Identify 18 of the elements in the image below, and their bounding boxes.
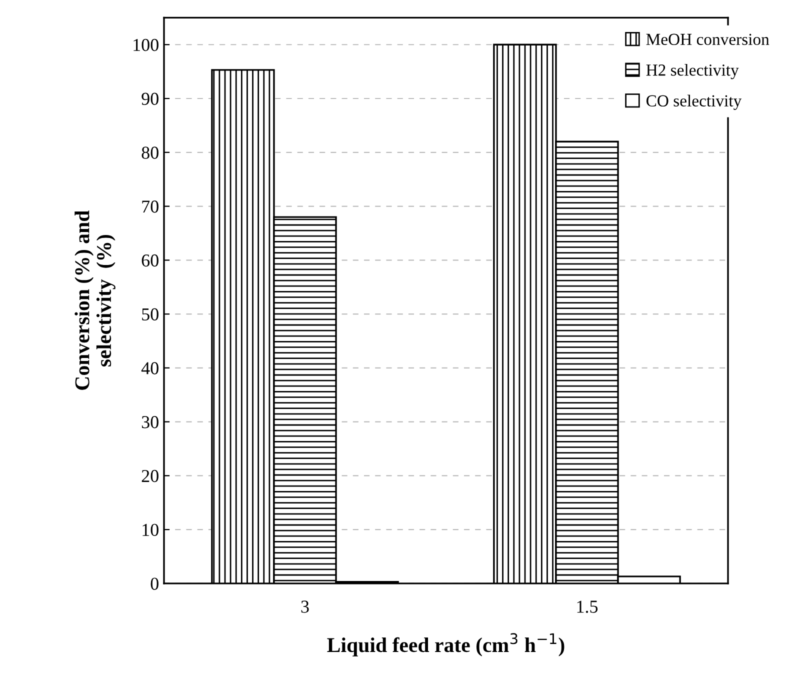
y-tick-label: 30 xyxy=(142,416,158,428)
y-tick-label: 50 xyxy=(142,308,158,320)
y-tick-label: 100 xyxy=(134,38,158,52)
y-tick-label: 70 xyxy=(142,200,158,213)
legend-label: MeOH conversion xyxy=(646,34,770,46)
y-tick-label: 20 xyxy=(142,470,158,482)
legend-label: CO selectivity xyxy=(646,94,742,110)
x-axis-title: Liquid feed rate (cm$^{3}$ h$^{−1}$) xyxy=(327,633,564,656)
x-tick-label: 1.5 xyxy=(577,600,598,613)
y-tick-label: 60 xyxy=(142,254,158,267)
x-tick-label: 3 xyxy=(301,600,309,613)
y-tick-label: 10 xyxy=(142,524,158,536)
y-tick-label: 40 xyxy=(141,362,158,374)
y-tick-label: 0 xyxy=(150,578,158,590)
legend-label: H2 selectivity xyxy=(646,64,739,80)
y-tick-label: 80 xyxy=(142,146,158,159)
y-tick-label: 90 xyxy=(142,92,158,105)
y-axis-title: Conversion (%) and selectivity (%) xyxy=(74,210,116,390)
